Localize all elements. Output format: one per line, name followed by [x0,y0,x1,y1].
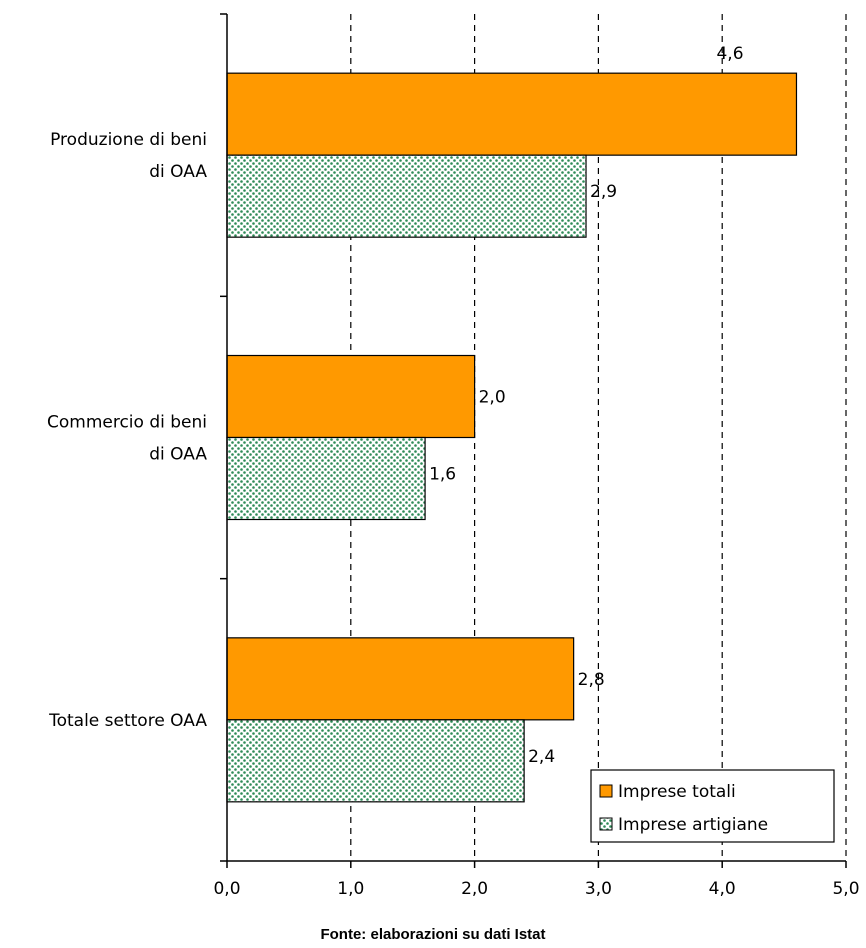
source-note: Fonte: elaborazioni su dati Istat [320,926,546,943]
data-labels: 4,6 2,9 Produzione di beni di OAA 2,0 1,6 Comm… [47,44,744,767]
legend: Imprese totali Imprese artigiane [590,769,835,843]
data-label: 2,9 [590,182,617,202]
bar [226,154,587,238]
data-label: 4,6 [716,44,743,64]
bar [226,72,798,156]
bar [226,637,575,721]
category-label: di OAA [149,445,207,465]
legend-swatch [599,817,613,831]
data-label: 2,8 [578,670,605,690]
x-tick-label: 5,0 [832,879,859,899]
bar [226,719,525,803]
bar [226,436,426,521]
category-label: Totale settore OAA [48,711,207,731]
x-tick-label: 2,0 [461,879,488,899]
data-label: 1,6 [429,465,456,485]
x-tick-label: 4,0 [709,879,736,899]
legend-label: Imprese artigiane [618,815,768,835]
bar [226,354,476,439]
legend-label: Imprese totali [618,782,736,802]
x-tick-label: 0,0 [213,879,240,899]
data-label: 2,0 [479,388,506,408]
category-label: Produzione di beni [50,130,207,150]
x-tick-label: 3,0 [585,879,612,899]
category-label: Commercio di beni [47,413,207,433]
axes: 0,0 1,0 2,0 3,0 4,0 5,0 [213,13,860,899]
bars [226,72,798,803]
x-tick-label: 1,0 [337,879,364,899]
data-label: 2,4 [528,747,555,767]
legend-box [590,769,835,843]
category-label: di OAA [149,162,207,182]
legend-swatch [599,784,613,798]
